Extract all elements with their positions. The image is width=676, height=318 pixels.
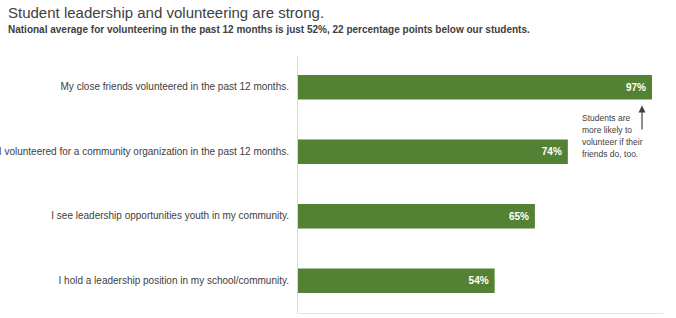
data-label: 65% — [509, 211, 529, 222]
data-label: 54% — [469, 275, 489, 286]
subtitle: National average for volunteering in the… — [8, 24, 530, 35]
tick: I volunteered for a community organizati… — [0, 146, 297, 157]
bar — [297, 139, 568, 164]
tick: I hold a leadership position in my schoo… — [59, 275, 297, 286]
tick: I see leadership opportunities youth in … — [51, 210, 297, 221]
annotation-text: more likely to — [582, 125, 632, 135]
data-label: 74% — [542, 146, 562, 157]
annotation-text: volunteer if their — [582, 137, 643, 147]
tick-label: I volunteered for a community organizati… — [0, 146, 289, 157]
tick-label: I see leadership opportunities youth in … — [51, 210, 289, 221]
annotation: Students are more likely to volunteer if t… — [582, 106, 646, 159]
data-label: 97% — [626, 82, 646, 93]
bars — [297, 75, 652, 293]
axis-line — [297, 56, 298, 314]
y-axis: My close friends volunteered in the past… — [0, 56, 298, 314]
axis-line — [298, 313, 664, 314]
bar — [297, 75, 652, 100]
tick: My close friends volunteered in the past… — [61, 81, 297, 92]
tick-label: I hold a leadership position in my schoo… — [59, 275, 289, 286]
annotation-text: friends do, too. — [582, 149, 638, 159]
tick-label: My close friends volunteered in the past… — [61, 81, 289, 92]
title: Student leadership and volunteering are … — [8, 4, 324, 21]
annotation-text: Students are — [582, 113, 630, 123]
bar — [297, 268, 495, 293]
x-axis — [298, 313, 664, 314]
arrow-head — [639, 106, 646, 113]
data-labels: 97% 74% 65% 54% — [469, 82, 647, 287]
chart: Student leadership and volunteering are … — [0, 0, 676, 318]
bar — [297, 204, 535, 229]
